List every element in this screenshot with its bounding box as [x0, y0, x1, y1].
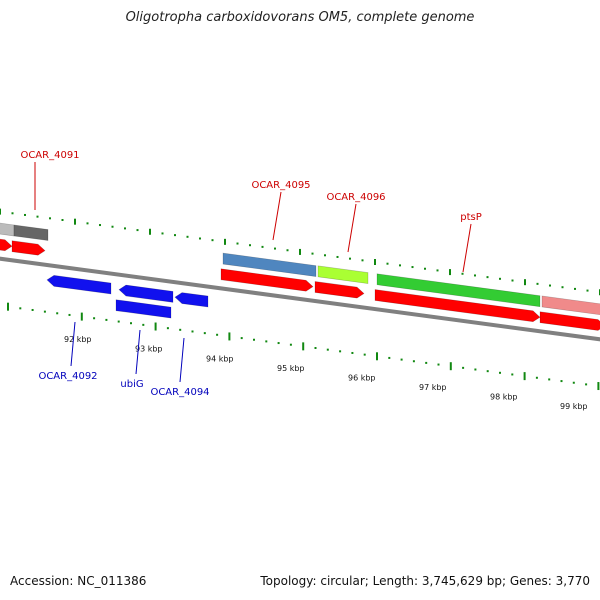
gene-label-forward: OCAR_4096 — [326, 192, 385, 203]
tick-label: 95 kbp — [277, 364, 305, 373]
forward-cds — [314, 281, 365, 299]
label-leader — [462, 223, 472, 273]
gene-block — [0, 222, 15, 237]
label-leader — [179, 337, 185, 383]
gene-labels: OCAR_4091 OCAR_4095 OCAR_4096 ptsP OCAR_4092… — [20, 150, 481, 398]
tick-label: 98 kbp — [490, 392, 518, 401]
backbone — [0, 256, 600, 342]
forward-cds — [220, 268, 314, 292]
reverse-cds — [115, 299, 172, 319]
tick-label: 94 kbp — [206, 354, 234, 363]
feature-tracks — [0, 222, 600, 331]
forward-cds — [0, 238, 13, 252]
label-leader — [347, 203, 357, 253]
accession-text: Accession: NC_011386 — [10, 574, 147, 588]
gene-block — [222, 252, 317, 277]
gene-block — [376, 273, 541, 308]
gene-label-forward: OCAR_4091 — [20, 150, 79, 161]
gene-label-reverse: ubiG — [120, 379, 143, 390]
gene-label-forward: ptsP — [460, 212, 482, 223]
genome-summary: Topology: circular; Length: 3,745,629 bp… — [260, 574, 590, 588]
tick-label: 93 kbp — [135, 345, 163, 354]
gene-block — [13, 224, 49, 241]
tick-label: 99 kbp — [560, 402, 588, 411]
reverse-cds — [46, 275, 112, 295]
forward-cds — [374, 289, 541, 323]
tick-labels: 92 kbp 93 kbp 94 kbp 95 kbp 96 kbp 97 kbp 98 k… — [64, 335, 588, 411]
tick-label: 97 kbp — [419, 383, 447, 392]
label-leader — [70, 321, 76, 367]
gene-label-reverse: OCAR_4094 — [150, 387, 209, 398]
gene-label-forward: OCAR_4095 — [251, 180, 310, 191]
gene-label-reverse: OCAR_4092 — [38, 371, 97, 382]
inner-tick-row — [7, 302, 600, 391]
forward-cds — [539, 311, 600, 331]
forward-cds — [11, 240, 46, 256]
tick-label: 96 kbp — [348, 373, 376, 382]
reverse-cds — [174, 292, 209, 308]
gene-block — [541, 295, 600, 316]
map-title: Oligotropha carboxidovorans OM5, complet… — [125, 10, 475, 25]
reverse-cds — [118, 284, 174, 303]
label-leader — [135, 329, 141, 375]
label-leader — [272, 191, 282, 241]
tick-label: 92 kbp — [64, 335, 92, 344]
gene-block — [317, 265, 369, 284]
outer-tick-row — [0, 208, 600, 296]
